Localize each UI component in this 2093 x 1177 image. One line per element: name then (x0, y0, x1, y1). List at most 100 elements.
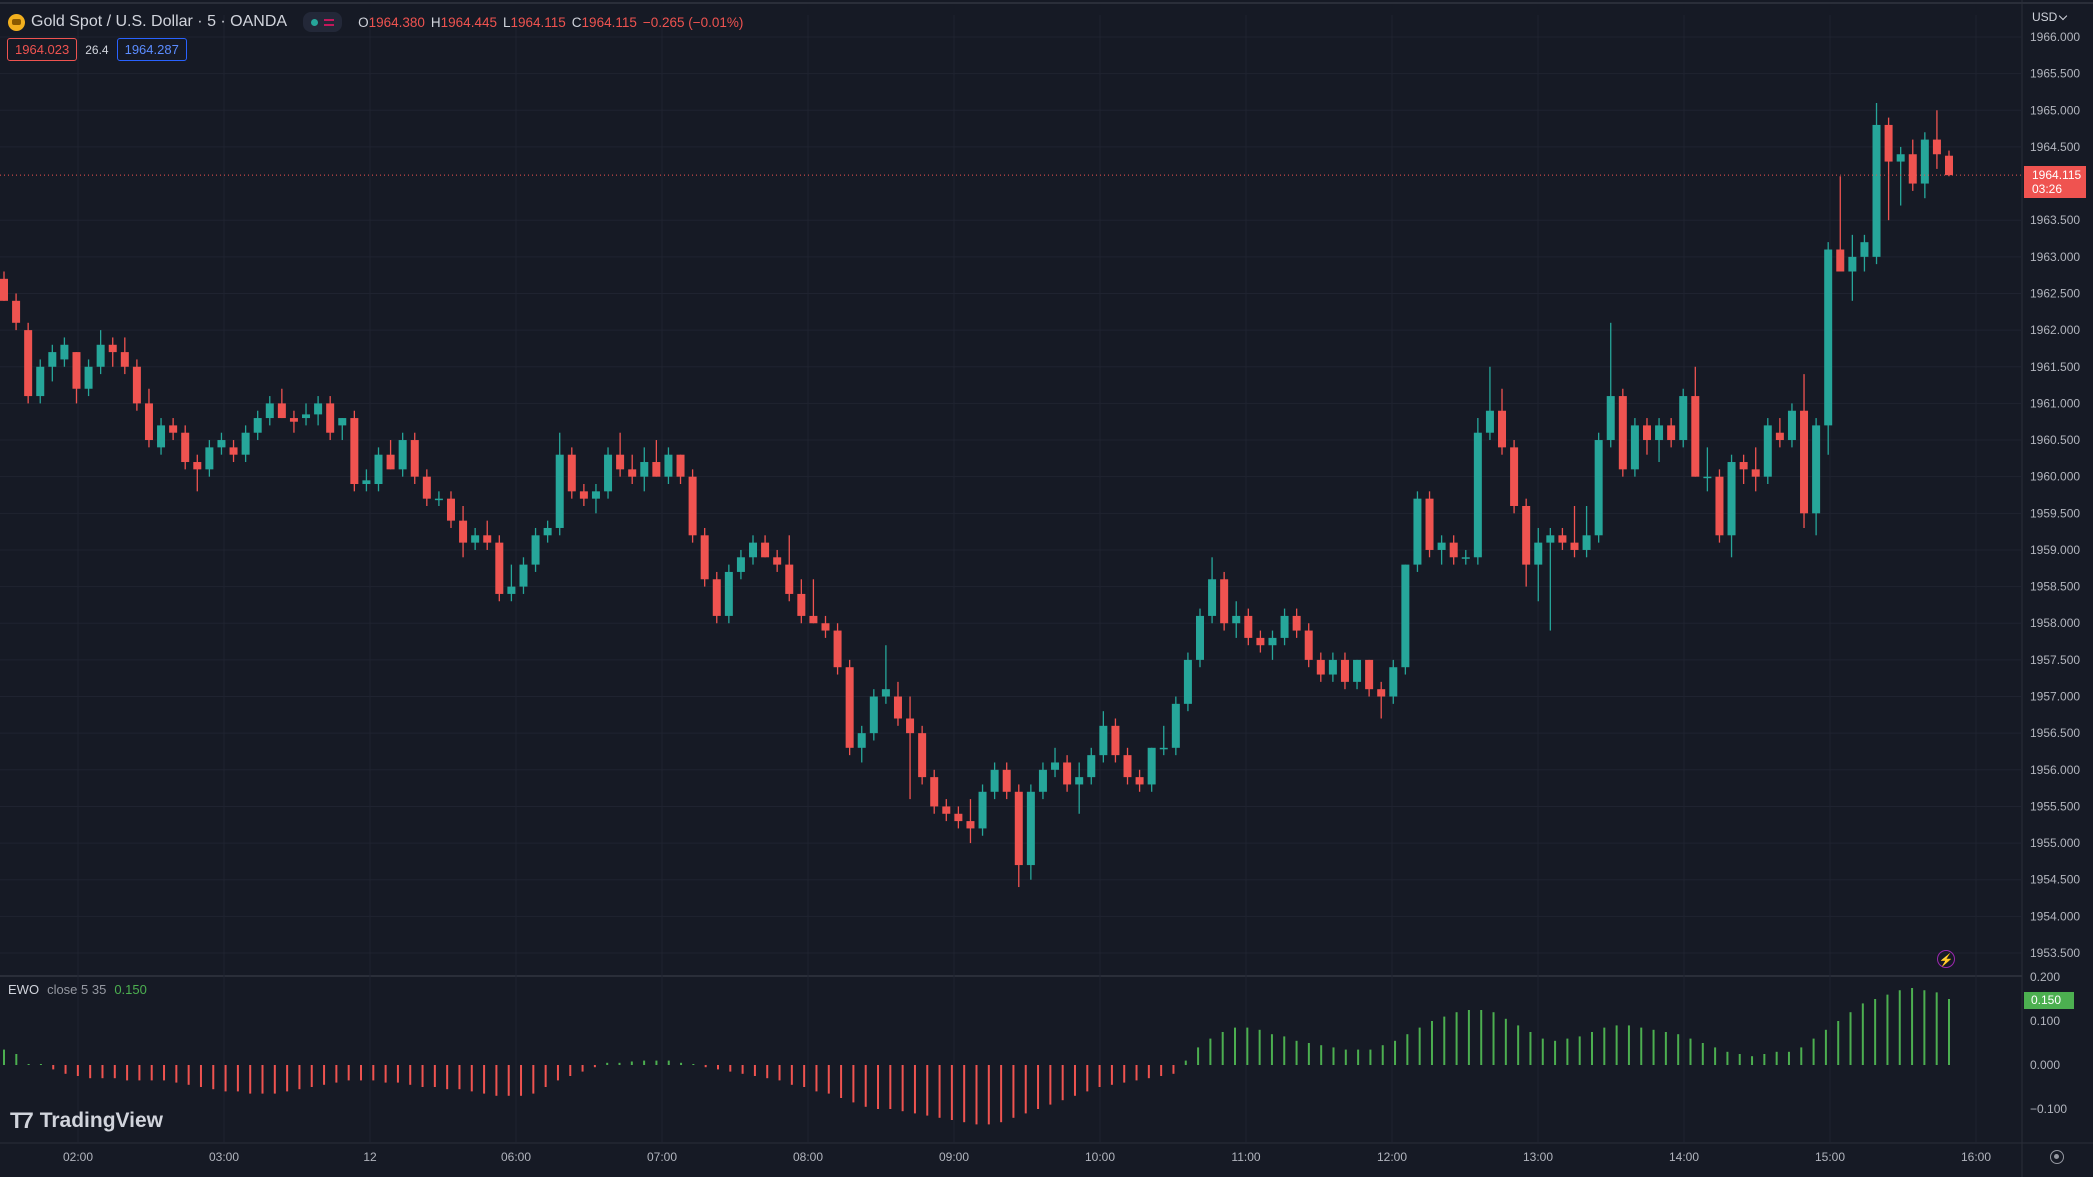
ohlc-high: H1964.445 (430, 14, 497, 30)
candle-body (1594, 440, 1603, 536)
candle-body (1570, 542, 1579, 550)
candle-body (362, 480, 371, 485)
candle-body (749, 542, 758, 558)
ohlc-low: L1964.115 (502, 14, 566, 30)
tradingview-logo-icon: T7 (10, 1108, 34, 1133)
price-tick-label: 1965.500 (2030, 67, 2080, 81)
candle-body (1075, 777, 1084, 785)
time-tick-label: 16:00 (1961, 1150, 1991, 1164)
sell-button[interactable]: 1964.023 (7, 38, 78, 61)
candle-body (398, 440, 407, 470)
candle-body (1401, 564, 1410, 668)
candle-body (1860, 242, 1869, 257)
candle-body (676, 454, 685, 477)
candle-body (1510, 447, 1519, 506)
candle-body (700, 535, 709, 580)
candle-body (966, 821, 975, 829)
candle-body (1787, 410, 1796, 441)
candle-body (1038, 769, 1047, 792)
price-tick-label: 1958.500 (2030, 580, 2080, 594)
candle-body (1099, 725, 1108, 756)
candle-body (1304, 630, 1313, 660)
symbol-title[interactable]: Gold Spot / U.S. Dollar · 5 · OANDA (31, 13, 288, 30)
candle-body (1328, 659, 1337, 675)
indicator-legend[interactable]: EWO close 5 35 0.150 (8, 982, 147, 997)
candle-body (350, 418, 359, 485)
price-tick-label: 1959.500 (2030, 506, 2080, 520)
time-tick-label: 10:00 (1085, 1150, 1115, 1164)
lightning-icon[interactable]: ⚡ (1937, 950, 1955, 968)
price-tick-label: 1955.000 (2030, 836, 2080, 850)
candle-body (1884, 124, 1893, 162)
candle-body (1872, 124, 1881, 257)
candle-body (1751, 469, 1760, 477)
candle-body (640, 462, 649, 477)
candle-body (60, 344, 69, 360)
tradingview-logo[interactable]: T7 TradingView (10, 1108, 163, 1134)
candle-body (1316, 659, 1325, 675)
candle-body (1195, 615, 1204, 660)
candle-body (84, 366, 93, 389)
candle-body (736, 557, 745, 572)
candle-body (1558, 535, 1567, 543)
candle-body (1642, 425, 1651, 441)
candle-body (1425, 498, 1434, 550)
price-tick-label: 1957.500 (2030, 653, 2080, 667)
candle-body (459, 520, 468, 543)
candle-body (1087, 755, 1096, 778)
candle-body (1147, 747, 1156, 785)
price-tick-label: 1953.500 (2030, 946, 2080, 960)
candle-body (761, 542, 770, 558)
market-open-icon (311, 18, 319, 26)
candle-body (1461, 557, 1470, 559)
candle-body (181, 432, 190, 463)
ohlc-open: O1964.380 (358, 14, 425, 30)
candle-body (12, 300, 21, 323)
candle-body (942, 806, 951, 814)
candle-body (1183, 659, 1192, 704)
candle-body (604, 454, 613, 492)
price-change: −0.265 (−0.01%) (642, 14, 744, 30)
candle-body (954, 813, 963, 822)
price-tick-label: 1964.500 (2030, 140, 2080, 154)
candle-body (1727, 462, 1736, 536)
logo-text: TradingView (39, 1109, 164, 1132)
candle-body (193, 462, 202, 470)
candle-body (1171, 703, 1180, 748)
candle-body (664, 454, 673, 477)
candle-body (918, 733, 927, 778)
price-tick-label: 1958.000 (2030, 616, 2080, 630)
candle-body (1606, 396, 1615, 441)
price-tick-label: 1957.000 (2030, 690, 2080, 704)
candle-body (1932, 139, 1941, 155)
candle-body (1630, 425, 1639, 470)
candle-body (833, 630, 842, 668)
market-status-pill[interactable] (303, 12, 343, 32)
candle-body (1377, 689, 1386, 697)
candle-body (1824, 249, 1833, 426)
currency-label: USD (2032, 10, 2058, 24)
candle-body (374, 454, 383, 485)
price-tick-label: 1961.000 (2030, 396, 2080, 410)
candle-body (1763, 425, 1772, 477)
time-tick-label: 13:00 (1523, 1150, 1553, 1164)
symbol-legend: Gold Spot / U.S. Dollar · 5 · OANDA O196… (8, 12, 743, 32)
candle-body (616, 454, 625, 470)
last-price-value: 1964.115 (2032, 168, 2082, 182)
candle-body (495, 542, 504, 594)
time-tick-label: 12 (363, 1150, 377, 1164)
time-tick-label: 11:00 (1231, 1150, 1260, 1164)
candle-body (1812, 425, 1821, 514)
price-tick-label: 1960.000 (2030, 470, 2080, 484)
currency-selector[interactable]: USD (2032, 10, 2068, 24)
price-tick-label: 1963.500 (2030, 213, 2080, 227)
time-tick-label: 08:00 (793, 1150, 823, 1164)
candle-body (1715, 476, 1724, 536)
candle-body (1340, 659, 1349, 682)
gear-icon[interactable] (2050, 1150, 2064, 1164)
buy-button[interactable]: 1964.287 (116, 38, 187, 61)
candle-body (446, 498, 455, 521)
candle-body (1413, 498, 1422, 565)
candle-body (1280, 615, 1289, 638)
